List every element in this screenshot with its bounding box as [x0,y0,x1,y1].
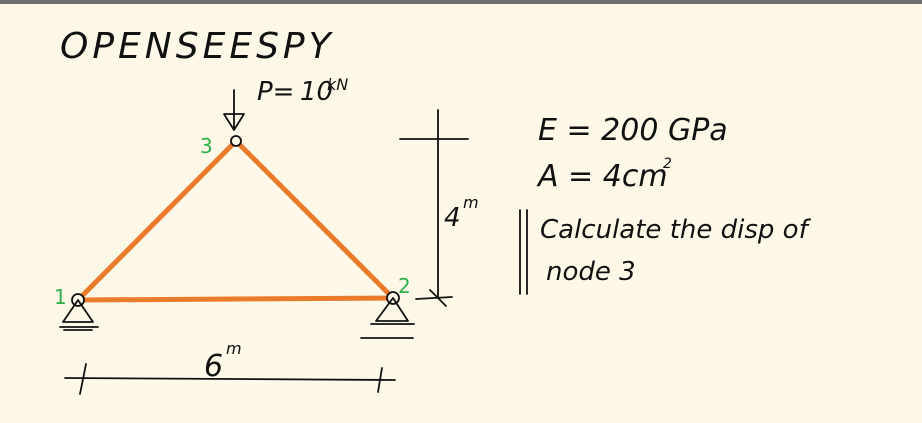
load-prefix: P= [257,77,294,107]
task-line-1: Calculate the disp of [540,215,812,245]
member-1-3 [75,138,239,303]
load-value: 10 [300,77,333,107]
material-e-text: E = 200 GPa [538,113,728,148]
span-dimension-value: 6 [204,349,223,384]
node-2-label: 2 [398,274,411,298]
span-dimension-line [64,363,396,395]
pin-support-node-1-icon [59,299,99,331]
top-border [0,0,922,4]
task-line-2: node 3 [546,257,636,287]
member-3-2 [233,138,396,301]
pin-support-node-2-icon [360,297,415,339]
material-a-text: A = 4cm [536,159,668,194]
height-dimension-unit: m [463,193,479,212]
member-1-2 [75,295,396,303]
load-unit: kN [327,75,348,94]
node-3-label: 3 [200,134,213,158]
note-double-bar [519,209,528,295]
height-dimension-line [399,109,469,307]
height-dimension-value: 4 [444,203,461,233]
material-a-exponent: 2 [663,156,672,172]
span-dimension-unit: m [226,339,242,358]
load-arrow-icon [223,89,245,131]
node-1-label: 1 [54,285,67,309]
title-text: OPENSEESPY [60,26,335,67]
node-3-circle [230,135,242,147]
load-label: P= 10 kN [257,75,348,107]
